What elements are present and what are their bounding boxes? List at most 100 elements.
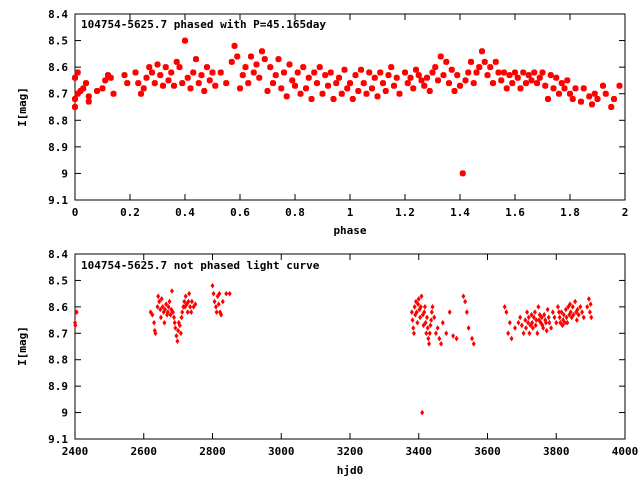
data-point — [513, 325, 517, 331]
data-point — [385, 72, 392, 79]
data-point — [223, 80, 230, 87]
x-tick-label: 1.4 — [450, 206, 470, 219]
data-point — [185, 309, 190, 315]
x-tick-label: 0 — [72, 206, 79, 219]
data-point — [156, 293, 161, 300]
data-point — [209, 69, 216, 76]
data-point — [573, 298, 578, 305]
data-point — [151, 80, 158, 87]
data-point — [580, 85, 587, 92]
data-point — [558, 80, 565, 87]
x-axis-label: hjd0 — [337, 464, 364, 477]
data-point — [152, 327, 157, 334]
data-point — [429, 317, 434, 323]
data-point — [162, 64, 169, 71]
data-point — [524, 325, 528, 331]
data-point — [560, 322, 565, 329]
data-point — [170, 309, 175, 315]
data-point — [566, 304, 571, 310]
data-point — [516, 319, 521, 326]
data-point — [110, 90, 117, 97]
data-point — [463, 298, 468, 305]
data-point — [517, 85, 524, 92]
data-point — [428, 322, 433, 329]
data-point — [281, 69, 287, 76]
data-point — [80, 85, 87, 92]
data-point — [275, 56, 282, 63]
data-point — [448, 66, 455, 73]
y-tick-label: 9.1 — [48, 433, 68, 446]
data-point — [180, 309, 185, 315]
data-point — [608, 104, 615, 110]
chart-title: 104754-5625.7 not phased light curve — [81, 259, 320, 272]
data-point — [430, 304, 435, 310]
data-point — [325, 82, 331, 89]
data-point — [420, 409, 425, 416]
x-tick-label: 3400 — [406, 445, 433, 458]
data-point — [576, 311, 581, 318]
data-point — [527, 330, 532, 337]
data-point — [184, 301, 189, 308]
data-point — [492, 58, 499, 65]
data-point — [572, 85, 579, 92]
data-point — [411, 330, 416, 337]
data-point — [396, 90, 403, 97]
data-point — [391, 82, 397, 89]
data-point — [461, 293, 466, 300]
data-point — [210, 282, 215, 289]
data-point — [600, 82, 606, 89]
data-point — [283, 93, 290, 100]
data-point — [217, 69, 224, 76]
data-point — [435, 325, 440, 331]
data-point — [528, 77, 535, 84]
data-point — [286, 61, 293, 68]
data-point — [533, 322, 538, 329]
data-point — [464, 309, 469, 315]
data-point — [416, 296, 421, 302]
data-point — [571, 311, 576, 318]
data-point — [187, 85, 194, 92]
data-point — [393, 74, 400, 81]
data-point — [369, 85, 375, 92]
data-point — [158, 306, 163, 313]
data-point — [341, 66, 348, 73]
y-tick-label: 8.5 — [48, 274, 68, 287]
data-point — [267, 64, 274, 71]
data-point — [556, 90, 562, 97]
data-point — [546, 314, 551, 321]
data-point — [344, 85, 351, 92]
data-point — [149, 69, 155, 76]
data-point — [327, 69, 334, 76]
x-tick-label: 1.2 — [395, 206, 415, 219]
data-point — [534, 317, 539, 323]
data-point — [72, 104, 78, 110]
y-axis-label: I[mag] — [16, 326, 29, 366]
y-axis-label: I[mag] — [16, 87, 29, 127]
data-point — [468, 58, 474, 65]
data-point — [242, 64, 249, 71]
data-point — [172, 319, 177, 326]
data-point — [575, 306, 580, 313]
data-point — [466, 325, 471, 331]
data-point — [426, 88, 433, 95]
data-point — [570, 304, 575, 310]
data-point — [333, 80, 340, 87]
data-point — [616, 82, 623, 89]
data-point — [219, 311, 224, 318]
data-point — [459, 170, 466, 177]
data-point — [160, 82, 166, 89]
data-point — [432, 314, 437, 321]
data-point — [167, 298, 172, 305]
data-point — [250, 69, 257, 76]
y-tick-label: 8.9 — [48, 141, 68, 154]
data-point — [611, 96, 617, 103]
data-point — [218, 309, 223, 315]
x-axis-label: phase — [333, 224, 366, 237]
data-point — [410, 85, 417, 92]
data-point — [213, 304, 218, 310]
unphased-light-curve-chart: 104754-5625.7 not phased light curve hjd… — [16, 248, 638, 477]
data-point — [457, 82, 463, 89]
data-point — [164, 301, 169, 308]
data-point — [521, 330, 526, 337]
